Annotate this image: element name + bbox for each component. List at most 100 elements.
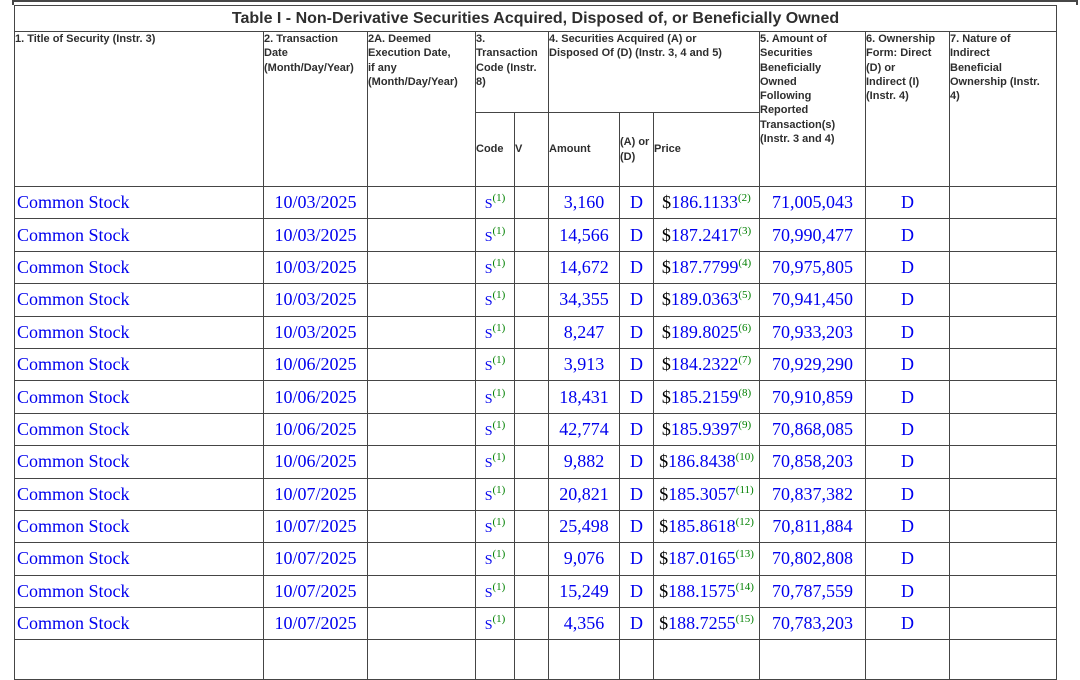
transaction-date-value: 10/07/2025 xyxy=(274,580,357,601)
nature-of-indirect-ownership-cell xyxy=(949,509,1057,544)
table-body: Common Stock 10/03/2025 S(1) 3,160 D $18… xyxy=(14,185,1057,680)
voluntary-v-cell xyxy=(514,509,549,544)
shares-owned-value: 70,975,805 xyxy=(772,256,853,277)
voluntary-v-cell xyxy=(514,347,549,382)
nature-of-indirect-ownership-cell xyxy=(949,639,1057,680)
transaction-date-value: 10/07/2025 xyxy=(274,483,357,504)
acquired-disposed-value: D xyxy=(630,613,643,634)
transaction-code-cell: S(1) xyxy=(475,509,515,544)
table-title-row: Table I - Non-Derivative Securities Acqu… xyxy=(14,5,1057,32)
acquired-disposed-value: D xyxy=(630,192,643,213)
ownership-form-value: D xyxy=(901,418,914,439)
transaction-code-value: S xyxy=(484,197,493,213)
table-row: Common Stock 10/07/2025 S(1) 15,249 D $1… xyxy=(14,574,1057,609)
security-title-cell xyxy=(14,639,264,680)
transaction-date-value: 10/06/2025 xyxy=(274,451,357,472)
shares-owned-following-cell: 70,929,290 xyxy=(759,347,866,382)
nature-of-indirect-ownership-cell xyxy=(949,380,1057,414)
transaction-code-cell: S(1) xyxy=(475,218,515,252)
transaction-date-cell: 10/03/2025 xyxy=(263,185,368,220)
shares-owned-value: 70,910,859 xyxy=(772,386,853,407)
transaction-date-value: 10/07/2025 xyxy=(274,548,357,569)
security-title-value: Common Stock xyxy=(17,289,130,310)
acquired-disposed-value: D xyxy=(630,321,643,342)
transaction-code-cell: S(1) xyxy=(475,185,515,220)
transaction-date-cell: 10/03/2025 xyxy=(263,283,368,317)
voluntary-v-cell xyxy=(514,218,549,252)
price-value: 186.8438 xyxy=(668,451,736,472)
amount-cell: 18,431 xyxy=(548,380,620,414)
amount-cell: 34,355 xyxy=(548,283,620,317)
security-title-cell: Common Stock xyxy=(14,315,264,349)
ownership-form-cell: D xyxy=(865,509,950,544)
transaction-date-cell: 10/06/2025 xyxy=(263,347,368,382)
code-footnote-ref: (1) xyxy=(492,354,506,367)
transaction-code-cell: S(1) xyxy=(475,250,515,285)
price-value: 189.0363 xyxy=(670,289,739,310)
acquired-disposed-cell: D xyxy=(619,574,654,609)
security-title-value: Common Stock xyxy=(17,483,130,504)
voluntary-v-cell xyxy=(514,639,549,680)
acquired-disposed-value: D xyxy=(630,289,643,310)
transaction-date-cell: 10/07/2025 xyxy=(263,542,368,576)
acquired-disposed-value: D xyxy=(630,386,643,407)
ownership-form-cell: D xyxy=(865,574,950,609)
col-header-title-of-security: 1. Title of Security (Instr. 3) xyxy=(14,31,264,187)
shares-owned-following-cell: 70,933,203 xyxy=(759,315,866,349)
shares-owned-following-cell: 70,811,884 xyxy=(759,509,866,544)
deemed-execution-date-cell xyxy=(367,218,476,252)
security-title-value: Common Stock xyxy=(17,321,130,342)
shares-owned-value: 70,837,382 xyxy=(772,483,853,504)
ownership-form-cell: D xyxy=(865,185,950,220)
shares-owned-following-cell: 70,858,203 xyxy=(759,445,866,479)
code-footnote-ref: (1) xyxy=(492,321,506,334)
previous-table-bottom-rule xyxy=(12,0,1078,2)
amount-cell: 42,774 xyxy=(548,412,620,447)
security-title-value: Common Stock xyxy=(17,613,130,634)
acquired-disposed-value: D xyxy=(630,354,643,375)
transaction-date-cell: 10/06/2025 xyxy=(263,380,368,414)
price-value: 189.8025 xyxy=(670,321,739,342)
transaction-code-value: S xyxy=(484,261,493,277)
acquired-disposed-cell: D xyxy=(619,347,654,382)
deemed-execution-date-cell xyxy=(367,509,476,544)
ownership-form-value: D xyxy=(901,224,914,245)
price-value: 187.0165 xyxy=(668,548,736,569)
transaction-code-value: S xyxy=(484,326,493,342)
code-footnote-ref: (1) xyxy=(492,256,506,269)
deemed-execution-date-cell xyxy=(367,347,476,382)
security-title-cell: Common Stock xyxy=(14,347,264,382)
amount-value: 20,821 xyxy=(559,483,609,504)
amount-cell: 20,821 xyxy=(548,477,620,511)
currency-symbol: $ xyxy=(661,354,671,375)
col-header-amount-owned-following: 5. Amount of Securities Beneficially Own… xyxy=(759,31,866,187)
transaction-code-cell: S(1) xyxy=(475,477,515,511)
transaction-date-cell: 10/07/2025 xyxy=(263,509,368,544)
price-footnote-ref: (7) xyxy=(738,354,752,367)
currency-symbol: $ xyxy=(659,451,669,472)
price-value: 187.7799 xyxy=(670,256,739,277)
price-footnote-ref: (10) xyxy=(735,451,754,464)
shares-owned-following-cell: 70,837,382 xyxy=(759,477,866,511)
security-title-cell: Common Stock xyxy=(14,412,264,447)
deemed-execution-date-cell xyxy=(367,185,476,220)
code-footnote-ref: (1) xyxy=(492,386,506,399)
price-value: 184.2322 xyxy=(670,354,739,375)
nature-of-indirect-ownership-cell xyxy=(949,315,1057,349)
ownership-form-value: D xyxy=(901,451,914,472)
currency-symbol: $ xyxy=(661,289,671,310)
transaction-code-value: S xyxy=(484,488,493,504)
transaction-code-cell: S(1) xyxy=(475,347,515,382)
nature-of-indirect-ownership-cell xyxy=(949,250,1057,285)
currency-symbol: $ xyxy=(661,418,671,439)
amount-cell: 8,247 xyxy=(548,315,620,349)
price-footnote-ref: (4) xyxy=(738,256,752,269)
table-row: Common Stock 10/07/2025 S(1) 4,356 D $18… xyxy=(14,607,1057,641)
amount-cell xyxy=(548,639,620,680)
ownership-form-value: D xyxy=(901,580,914,601)
amount-value: 25,498 xyxy=(559,516,609,537)
amount-value: 14,672 xyxy=(559,256,609,277)
transaction-code-cell: S(1) xyxy=(475,445,515,479)
security-title-cell: Common Stock xyxy=(14,283,264,317)
voluntary-v-cell xyxy=(514,542,549,576)
